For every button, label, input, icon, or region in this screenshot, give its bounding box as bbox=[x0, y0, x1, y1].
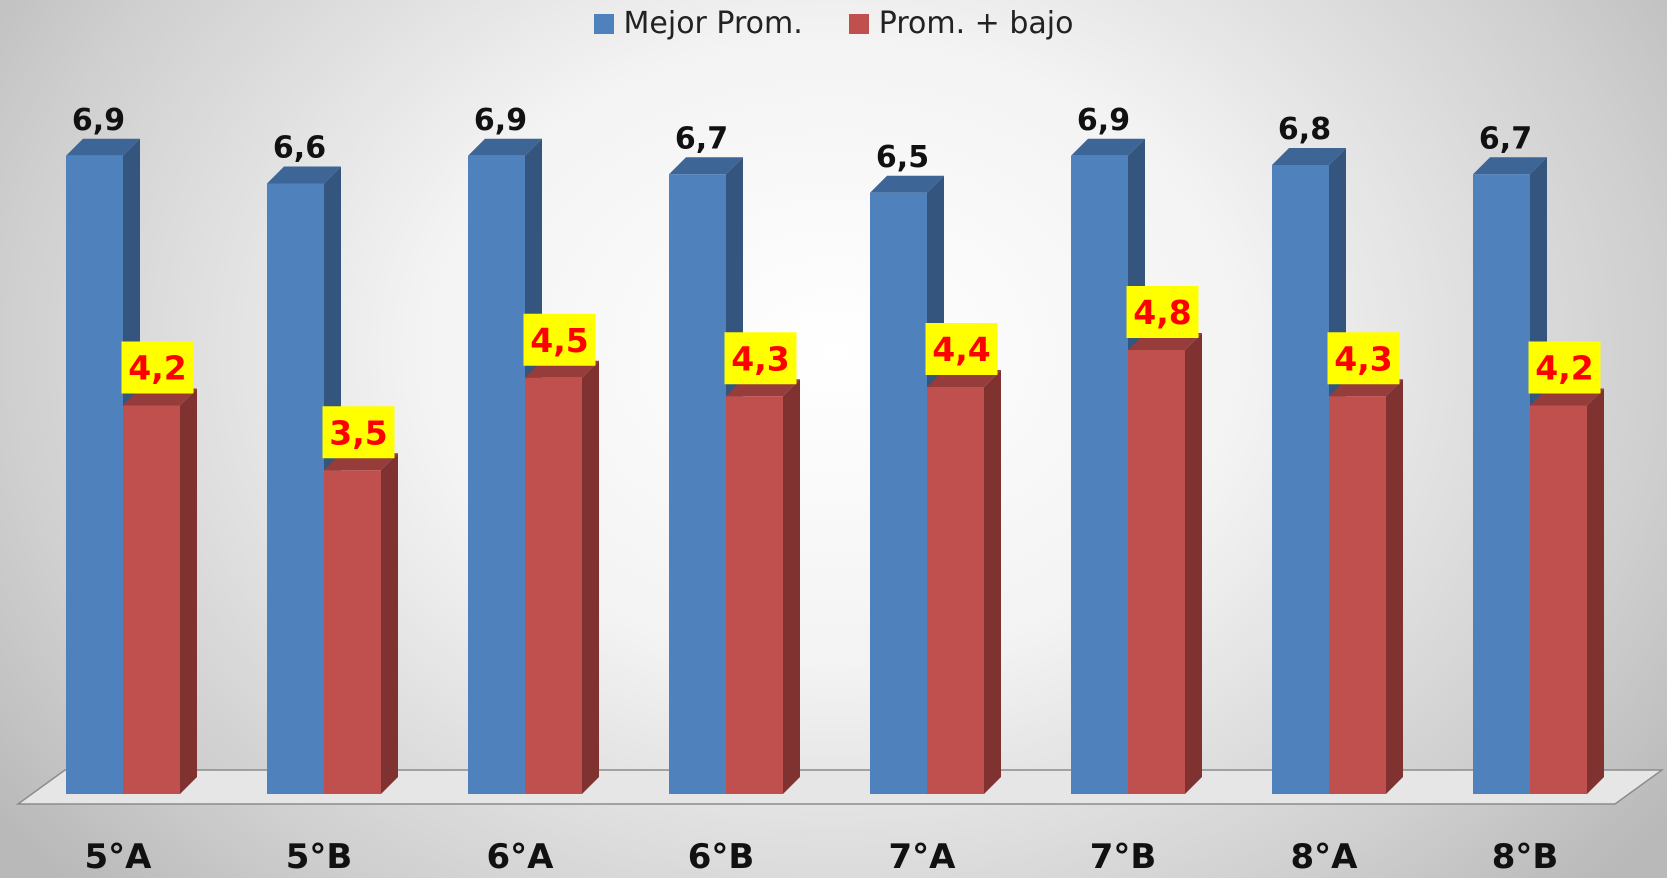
bar-mejor-prom-7b-front bbox=[1071, 155, 1128, 794]
bar-prom-bajo-6a-front bbox=[525, 377, 582, 794]
data-label-box-prom-bajo-5a bbox=[121, 341, 194, 394]
category-label-7b: 7°B bbox=[1090, 837, 1157, 877]
data-label-prom-bajo-6a: 4,5 bbox=[530, 321, 588, 360]
data-label-box-prom-bajo-6a bbox=[523, 313, 596, 366]
data-label-box-prom-bajo-5b bbox=[322, 406, 395, 459]
bar-mejor-prom-6b-front bbox=[669, 174, 726, 794]
data-label-mejor-prom-7a: 6,5 bbox=[876, 140, 929, 175]
bar-prom-bajo-7b-side bbox=[1185, 333, 1202, 794]
legend: Mejor Prom. Prom. + bajo bbox=[0, 6, 1667, 41]
bar-prom-bajo-8b-side bbox=[1587, 388, 1604, 794]
bars-layer bbox=[66, 138, 1604, 794]
data-label-box-prom-bajo-6b bbox=[724, 332, 797, 385]
bar-prom-bajo-6a-side bbox=[582, 360, 599, 794]
category-label-5a: 5°A bbox=[85, 837, 153, 877]
bar-mejor-prom-8a-top bbox=[1272, 148, 1346, 165]
legend-swatch-blue bbox=[593, 13, 614, 34]
category-label-6b: 6°B bbox=[688, 837, 755, 877]
bar-mejor-prom-8b-front bbox=[1473, 174, 1530, 794]
data-label-mejor-prom-8b: 6,7 bbox=[1479, 121, 1532, 156]
data-label-mejor-prom-8a: 6,8 bbox=[1278, 112, 1331, 147]
data-label-prom-bajo-5b: 3,5 bbox=[329, 413, 387, 452]
data-label-prom-bajo-8a: 4,3 bbox=[1334, 339, 1392, 378]
bar-prom-bajo-5a bbox=[123, 388, 197, 794]
bar-prom-bajo-5b bbox=[324, 453, 398, 794]
bar-prom-bajo-6b bbox=[726, 379, 800, 794]
labels-layer: 6,9 4,2 6,6 3,5 6,9 4,5 6,7 4,3 6,5 4,4 6,9 4,8 6,8 4… bbox=[72, 103, 1601, 459]
category-label-5b: 5°B bbox=[286, 837, 353, 877]
data-label-prom-bajo-7b: 4,8 bbox=[1133, 293, 1191, 332]
bar-prom-bajo-6b-side bbox=[783, 379, 800, 794]
bar-mejor-prom-6a-front bbox=[468, 155, 525, 794]
category-label-6a: 6°A bbox=[487, 837, 555, 877]
bar-prom-bajo-5a-front bbox=[123, 405, 180, 794]
bar-prom-bajo-8a-front bbox=[1329, 396, 1386, 794]
data-label-box-prom-bajo-7a bbox=[925, 323, 998, 375]
legend-item-mejor-prom: Mejor Prom. bbox=[593, 6, 803, 41]
data-label-prom-bajo-6b: 4,3 bbox=[731, 339, 789, 378]
bar-prom-bajo-8b bbox=[1530, 388, 1604, 794]
bar-prom-bajo-7b bbox=[1128, 333, 1202, 794]
bar-mejor-prom-6a-top bbox=[468, 138, 542, 156]
data-label-mejor-prom-5b: 6,6 bbox=[273, 131, 326, 166]
data-label-box-prom-bajo-8b bbox=[1528, 341, 1601, 394]
bar-mejor-prom-5a-front bbox=[66, 155, 123, 794]
category-labels-layer: 5°A 5°B 6°A 6°B 7°A 7°B 8°A 8°B bbox=[85, 837, 1559, 877]
legend-item-prom-bajo: Prom. + bajo bbox=[848, 6, 1074, 41]
bar-mejor-prom-5a-top bbox=[66, 138, 140, 156]
bar-prom-bajo-8b-front bbox=[1530, 405, 1587, 794]
bar-mejor-prom-7a-front bbox=[870, 192, 927, 794]
data-label-prom-bajo-8b: 4,2 bbox=[1535, 349, 1593, 388]
legend-label-prom-bajo: Prom. + bajo bbox=[878, 6, 1074, 41]
bar-prom-bajo-6b-front bbox=[726, 396, 783, 794]
chart-floor-layer bbox=[15, 769, 1665, 805]
bar-mejor-prom-5b-front bbox=[267, 183, 324, 794]
bar-prom-bajo-5a-side bbox=[180, 388, 197, 794]
bar-mejor-prom-6b-top bbox=[669, 157, 743, 175]
legend-label-mejor-prom: Mejor Prom. bbox=[623, 6, 803, 41]
data-label-box-prom-bajo-7b bbox=[1126, 286, 1199, 338]
bar-mejor-prom-7a-top bbox=[870, 175, 944, 193]
data-label-mejor-prom-5a: 6,9 bbox=[72, 103, 125, 138]
data-label-prom-bajo-5a: 4,2 bbox=[128, 349, 186, 388]
data-label-mejor-prom-6b: 6,7 bbox=[675, 121, 728, 156]
category-label-8b: 8°B bbox=[1492, 837, 1559, 877]
bar-prom-bajo-8a-side bbox=[1386, 379, 1403, 794]
bar-prom-bajo-5b-front bbox=[324, 470, 381, 794]
bar-mejor-prom-7b-top bbox=[1071, 138, 1145, 156]
bar-mejor-prom-5a bbox=[66, 138, 140, 794]
category-label-8a: 8°A bbox=[1291, 837, 1359, 877]
bar-mejor-prom-5b-top bbox=[267, 166, 341, 184]
category-label-7a: 7°A bbox=[889, 837, 957, 877]
bar-prom-bajo-7a-front bbox=[927, 387, 984, 794]
bar-prom-bajo-8a bbox=[1329, 379, 1403, 794]
chart-floor bbox=[15, 769, 1665, 805]
bar-prom-bajo-7a-side bbox=[984, 370, 1001, 794]
bar-prom-bajo-6a bbox=[525, 360, 599, 794]
data-label-box-prom-bajo-8a bbox=[1327, 332, 1400, 385]
bar-mejor-prom-8a-front bbox=[1272, 165, 1329, 794]
data-label-prom-bajo-7a: 4,4 bbox=[932, 330, 990, 369]
bar-prom-bajo-7b-front bbox=[1128, 350, 1185, 794]
legend-swatch-red bbox=[848, 13, 869, 34]
data-label-mejor-prom-7b: 6,9 bbox=[1077, 103, 1130, 138]
bar-prom-bajo-7a bbox=[927, 370, 1001, 794]
bar-prom-bajo-5b-side bbox=[381, 453, 398, 794]
bar-mejor-prom-8b-top bbox=[1473, 157, 1547, 175]
data-label-mejor-prom-6a: 6,9 bbox=[474, 103, 527, 138]
